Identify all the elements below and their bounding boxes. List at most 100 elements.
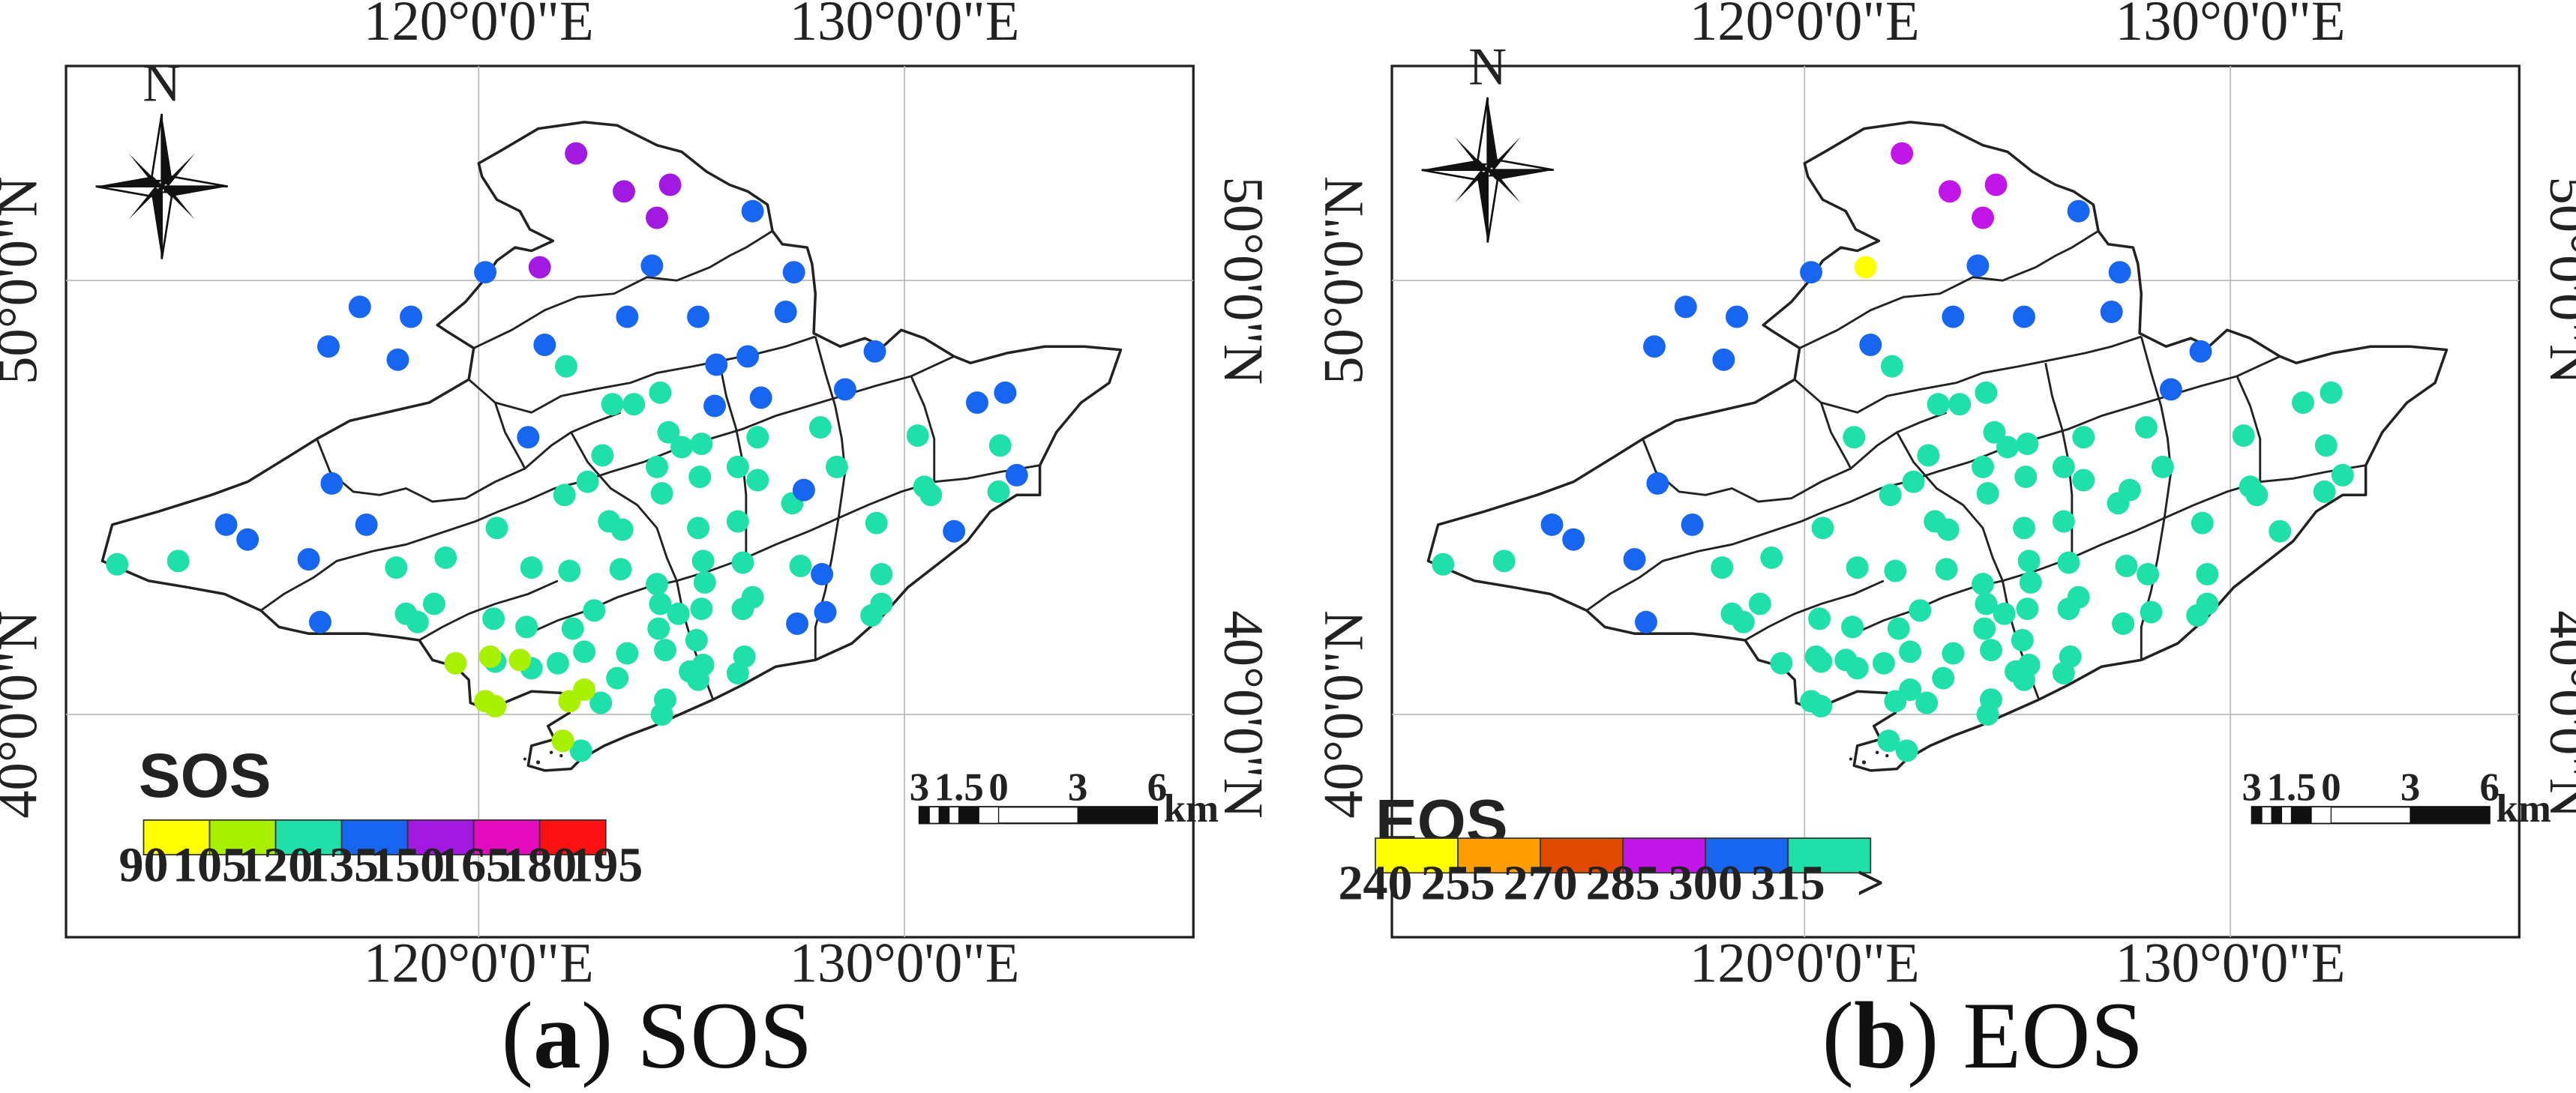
station-dot-150-165: [658, 173, 682, 196]
station-dot-135-150: [811, 562, 834, 585]
station-dot-315-plus: [1711, 556, 1734, 579]
station-dot-120-135: [726, 510, 749, 533]
station-dot-120-135: [485, 517, 508, 540]
scale-segment: [948, 806, 960, 824]
station-dot-135-150: [833, 378, 856, 401]
station-dot-120-135: [394, 602, 418, 625]
station-dot-315-plus: [1975, 592, 1998, 615]
station-dot-120-135: [106, 552, 129, 576]
station-dot-120-135: [569, 739, 592, 762]
station-dot-315-plus: [1936, 518, 1960, 541]
station-dot-135-150: [297, 548, 320, 571]
station-dot-315-plus: [1899, 640, 1922, 663]
x-tick-top-130: 130°0'0"E: [2116, 0, 2346, 52]
legend-swatch: [142, 819, 211, 855]
island-dots: [523, 750, 563, 765]
station-dot-120-135: [558, 559, 581, 582]
station-dot-315-plus: [1902, 470, 1925, 493]
station-dot-135-150: [386, 348, 409, 371]
station-dot-150-165: [528, 256, 551, 279]
station-dot-300-315: [1859, 334, 1882, 356]
station-dot-120-135: [553, 484, 576, 507]
station-dot-285-300: [1939, 180, 1961, 203]
station-dot-315-plus: [2013, 517, 2035, 540]
station-dot-315-plus: [2137, 562, 2160, 585]
island-dots: [1849, 750, 1889, 765]
station-dot-300-315: [1635, 610, 1657, 633]
station-dot-315-plus: [1884, 559, 1907, 582]
station-dot-120-135: [610, 518, 634, 541]
station-dot-315-plus: [1810, 695, 1833, 717]
station-dot-120-135: [860, 604, 883, 627]
station-dot-315-plus: [1834, 648, 1858, 672]
scale-tick-label: 3: [2242, 765, 2262, 809]
station-dot-120-135: [654, 639, 676, 662]
station-dot-300-315: [1562, 528, 1585, 551]
station-dot-120-135: [789, 554, 812, 577]
station-dot-135-150: [966, 391, 988, 415]
legend-swatch: [274, 819, 343, 855]
station-dot-120-135: [731, 551, 754, 574]
station-dot-120-135: [687, 517, 709, 540]
north-label: N: [1468, 37, 1507, 96]
station-dot-120-135: [808, 416, 832, 439]
legend-swatch: [1787, 837, 1872, 874]
station-dot-315-plus: [1975, 381, 1998, 404]
station-dot-315-plus: [1432, 552, 1455, 576]
station-dot-135-150: [640, 254, 664, 277]
station-dot-120-135: [589, 691, 613, 714]
legend-tick-label: 195: [568, 837, 643, 892]
scale-tick-label: 1.5: [934, 765, 984, 809]
scale-bar: 3 1.5 0 3 6km: [910, 765, 1219, 831]
station-dot-120-135: [646, 573, 668, 596]
station-dot-315-plus: [1879, 484, 1902, 507]
station-dot-315-plus: [2186, 604, 2209, 627]
station-dot-135-150: [1005, 463, 1028, 487]
station-dot-120-135: [690, 597, 713, 621]
station-dot-300-315: [2100, 301, 2123, 323]
station-dot-135-150: [736, 345, 760, 368]
north-label: N: [142, 54, 181, 112]
scale-segment: [2311, 806, 2332, 824]
y-tick-right-40: 40°0'0"N: [2538, 610, 2576, 819]
station-dot-150-165: [613, 180, 635, 203]
station-dot-315-plus: [1895, 739, 1918, 762]
station-dot-105-120: [484, 695, 507, 717]
scale-bar: 3 1.5 0 3 6km: [2242, 765, 2551, 831]
station-dot-105-120: [573, 678, 596, 701]
station-dot-315-plus: [2072, 469, 2095, 492]
station-dot-135-150: [741, 199, 764, 223]
scale-unit: km: [2497, 787, 2551, 831]
station-dot-120-135: [385, 556, 408, 579]
station-dot-120-135: [865, 511, 888, 535]
legend-tick-label: 255: [1421, 856, 1495, 911]
station-dot-315-plus: [1996, 436, 2019, 459]
station-dot-150-165: [646, 206, 668, 229]
station-dot-120-135: [650, 482, 673, 505]
x-tick-bottom-120: 120°0'0"E: [364, 933, 594, 995]
scale-segment: [2281, 806, 2293, 824]
scale-tick-label: 3: [2401, 765, 2420, 809]
station-dot-120-135: [919, 484, 943, 507]
station-dot-120-135: [649, 381, 672, 404]
station-dot-300-315: [1643, 335, 1666, 358]
station-dot-315-plus: [2118, 478, 2141, 502]
station-dot-315-plus: [1492, 549, 1516, 573]
station-dot-315-plus: [1811, 517, 1834, 540]
station-dot-315-plus: [2013, 668, 2035, 691]
station-dot-120-135: [622, 393, 646, 416]
station-dot-315-plus: [1932, 666, 1955, 690]
station-dot-240-255: [1854, 256, 1877, 279]
station-dot-120-135: [422, 592, 445, 615]
station-dot-315-plus: [1973, 617, 1996, 640]
legend-tick-label: 270: [1504, 856, 1578, 911]
scale-tick-label: 0: [2321, 765, 2341, 809]
station-dot-315-plus: [1915, 691, 1939, 714]
station-dot-315-plus: [2016, 433, 2039, 456]
caption-sos: (a) SOS: [502, 982, 813, 1089]
x-tick-top-120: 120°0'0"E: [1690, 0, 1920, 52]
station-dot-315-plus: [2052, 510, 2075, 533]
scale-segment: [938, 806, 950, 824]
legend-tick-label: 90: [118, 837, 168, 892]
